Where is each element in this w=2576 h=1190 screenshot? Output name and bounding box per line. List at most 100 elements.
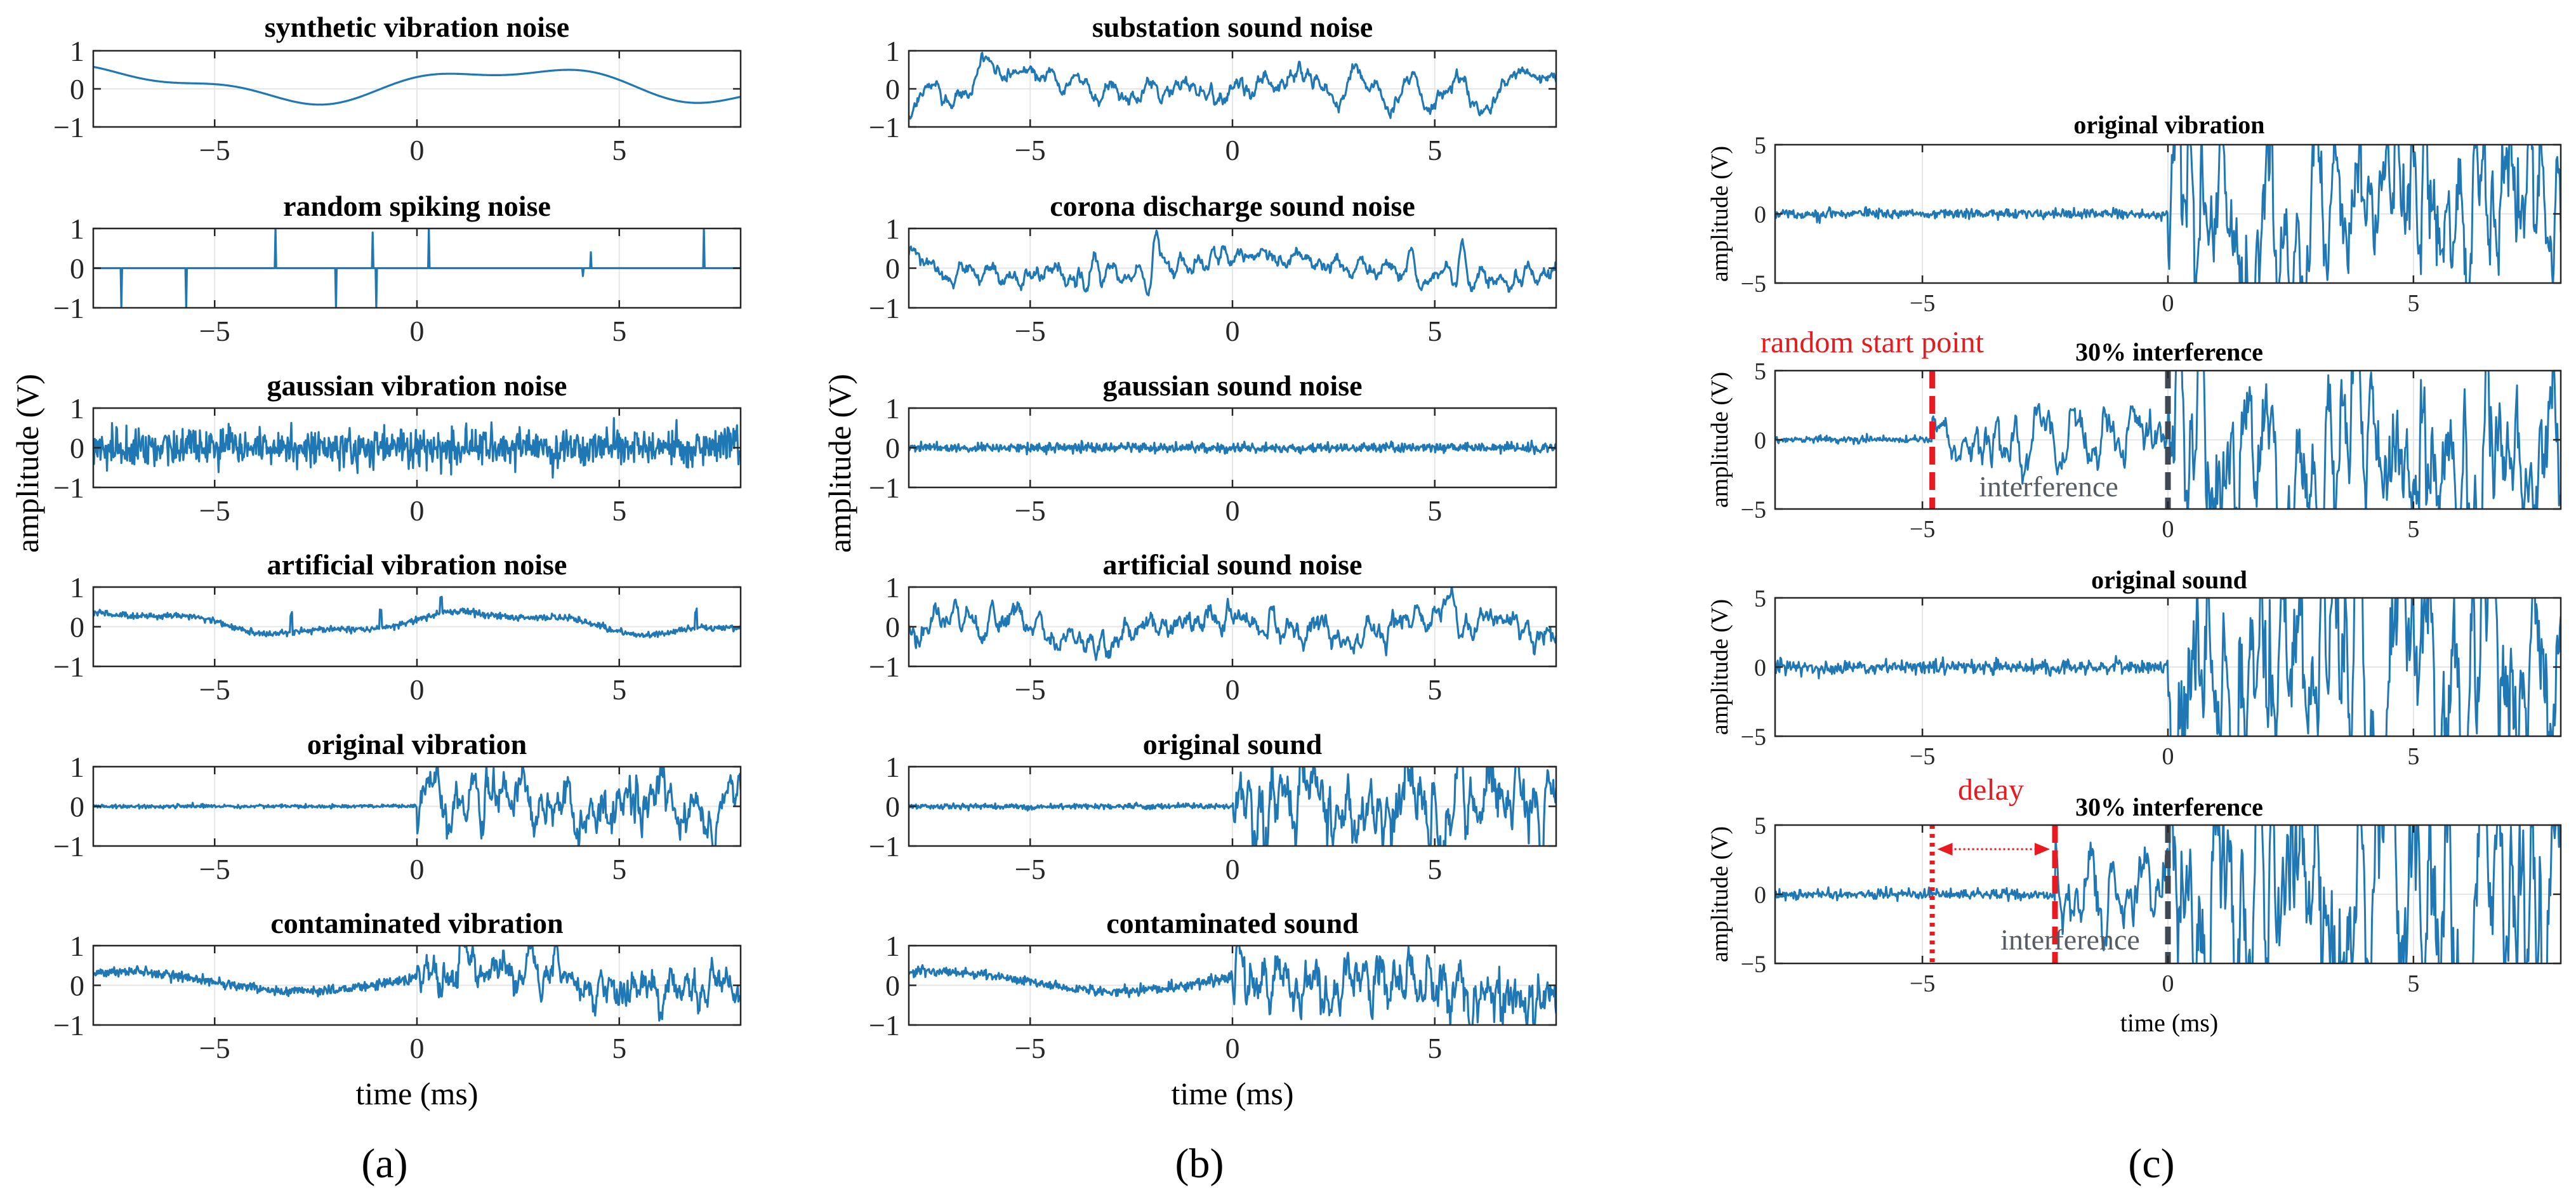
x-tick-label: 0 [410, 134, 425, 166]
y-tick-label: −1 [53, 651, 84, 683]
interference-annotation: interference [2000, 923, 2140, 956]
y-tick-label: 0 [1754, 882, 1766, 908]
x-tick-label: 0 [2162, 516, 2174, 543]
x-tick-label: 5 [612, 673, 626, 706]
x-tick-label: 5 [2407, 970, 2419, 997]
x-tick-label: 0 [410, 494, 425, 527]
y-tick-label: −1 [53, 1009, 84, 1041]
x-tick-label: −5 [1910, 743, 1935, 770]
subplot-title: substation sound noise [1092, 11, 1373, 43]
subplot-title: original sound [2091, 565, 2247, 594]
x-tick-label: 5 [1427, 315, 1442, 347]
x-tick-label: 5 [1427, 494, 1442, 527]
y-tick-label: 1 [885, 392, 900, 425]
x-tick-label: 5 [1427, 853, 1442, 885]
subplot-title: synthetic vibration noise [265, 11, 569, 43]
x-tick-label: 5 [1427, 1032, 1442, 1064]
x-tick-label: 0 [410, 1032, 425, 1064]
subplot-a-original-vibration: original vibration −5 0 5 −1 0 1 [53, 728, 742, 885]
y-tick-label: 1 [70, 751, 84, 783]
x-tick-label: 0 [2162, 290, 2174, 317]
delay-arrow-head-right [2035, 843, 2051, 856]
x-tick-label: 5 [2407, 743, 2419, 770]
y-tick-label: −5 [1741, 496, 1766, 523]
y-axis-label-b: amplitude (V) [822, 374, 857, 553]
x-tick-label: 0 [410, 673, 425, 706]
y-tick-label: 1 [70, 213, 84, 245]
y-tick-label: −1 [53, 111, 84, 143]
subplot-title: 30% interference [2075, 793, 2263, 821]
subplot-title: contaminated vibration [270, 907, 563, 939]
subplot-title: gaussian sound noise [1102, 369, 1362, 402]
subplot-a-contaminated-vibration: contaminated vibration −5 0 5 −1 0 1 [53, 907, 742, 1064]
series-line [909, 229, 1556, 296]
subplot-title: artificial sound noise [1103, 548, 1363, 581]
series-line [909, 767, 1556, 846]
series-line [909, 946, 1556, 1025]
y-tick-label: 1 [70, 392, 84, 425]
subplot-title: contaminated sound [1106, 907, 1359, 939]
subplot-title: original vibration [307, 728, 527, 760]
subplot-a-random-spiking-noise: random spiking noise −5 0 5 −1 0 1 [53, 190, 742, 347]
y-tick-label: 0 [885, 253, 900, 285]
subplot-title: gaussian vibration noise [267, 369, 567, 402]
x-tick-label: −5 [199, 853, 230, 885]
y-tick-label: 0 [885, 432, 900, 465]
x-tick-label: 0 [410, 315, 425, 347]
panel-label-a: (a) [361, 1140, 407, 1187]
y-tick-label: 1 [885, 751, 900, 783]
y-tick-label: 5 [1754, 358, 1766, 385]
x-tick-label: −5 [199, 315, 230, 347]
series-line [1775, 598, 2561, 736]
y-axis-label-a: amplitude (V) [10, 374, 45, 553]
subplot-a-synthetic-vibration-noise: synthetic vibration noise −5 0 5 −1 0 1 [53, 11, 742, 166]
x-tick-label: −5 [1015, 494, 1046, 527]
y-tick-label: 1 [885, 571, 900, 604]
x-tick-label: 5 [612, 1032, 626, 1064]
series-line [909, 51, 1556, 120]
subplot-a-gaussian-vibration-noise: gaussian vibration noise −5 0 5 −1 0 1 [53, 369, 742, 527]
series-line [909, 587, 1556, 661]
subplot-b-corona-discharge-sound-noise: corona discharge sound noise −5 0 5 −1 0 1 [869, 190, 1557, 347]
x-tick-label: 0 [1225, 134, 1240, 166]
y-tick-label: −1 [869, 292, 900, 324]
series-line [93, 595, 741, 638]
y-tick-label: 1 [885, 35, 900, 67]
y-tick-label: 0 [1754, 427, 1766, 454]
subplot-a-artificial-vibration-noise: artificial vibration noise −5 0 5 −1 0 1 [53, 548, 742, 706]
panel-label-c: (c) [2128, 1140, 2174, 1187]
x-tick-label: −5 [1015, 1032, 1046, 1064]
series-line [1775, 145, 2561, 283]
x-tick-label: 5 [612, 494, 626, 527]
y-tick-label: 0 [885, 73, 900, 105]
y-tick-label: 1 [70, 35, 84, 67]
y-tick-label: 0 [70, 73, 84, 105]
y-tick-label: −1 [869, 111, 900, 143]
series-line [909, 439, 1556, 456]
x-tick-label: 0 [1225, 853, 1240, 885]
subplot-b-original-sound: original sound −5 0 5 −1 0 1 [869, 728, 1557, 885]
y-tick-label: 1 [70, 571, 84, 604]
subplot-c-original-sound: original sound −5 0 5 −5 0 5 amplitude (V) [1707, 565, 2562, 770]
y-axis-label-c: amplitude (V) [1707, 146, 1733, 282]
x-tick-label: 0 [410, 853, 425, 885]
x-tick-label: 5 [2407, 290, 2419, 317]
y-tick-label: −5 [1741, 270, 1766, 297]
series-line [93, 417, 741, 479]
y-tick-label: 0 [1754, 201, 1766, 228]
x-tick-label: −5 [1910, 970, 1935, 997]
y-tick-label: 0 [70, 432, 84, 465]
x-tick-label: 0 [2162, 970, 2174, 997]
y-tick-label: 0 [70, 611, 84, 644]
x-axis-label-a: time (ms) [355, 1076, 478, 1111]
y-tick-label: −1 [869, 1009, 900, 1041]
series-line [93, 767, 741, 846]
x-tick-label: 0 [1225, 494, 1240, 527]
x-tick-label: −5 [199, 1032, 230, 1064]
x-tick-label: 0 [1225, 315, 1240, 347]
x-tick-label: 0 [1225, 1032, 1240, 1064]
x-tick-label: −5 [1015, 853, 1046, 885]
subplot-title: random spiking noise [283, 190, 551, 222]
x-tick-label: −5 [1015, 673, 1046, 706]
